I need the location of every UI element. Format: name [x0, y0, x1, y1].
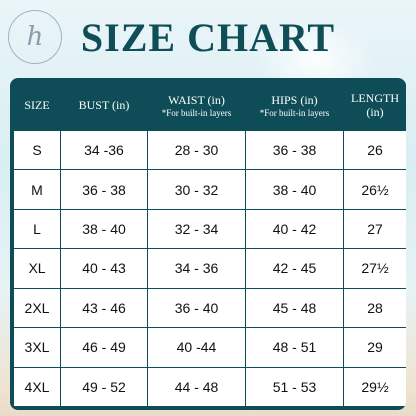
cell-waist: 28 - 30: [148, 131, 245, 170]
cell-bust: 43 - 46: [61, 288, 147, 328]
cell-waist: 40 -44: [148, 328, 245, 367]
size-chart-table: SIZE BUST (in) WAIST (in) *For built-in …: [10, 78, 406, 410]
header-length-label: LENGTH: [351, 91, 399, 106]
cell-hips: 40 - 42: [246, 209, 343, 249]
header-waist-note: *For built-in layers: [161, 107, 232, 118]
cell-size: S: [14, 131, 60, 170]
cell-size: 3XL: [14, 328, 60, 367]
cell-waist: 32 - 34: [148, 209, 245, 249]
header-waist: WAIST (in) *For built-in layers: [148, 82, 245, 130]
header-bust-label: BUST (in): [78, 98, 130, 113]
cell-bust: 38 - 40: [61, 209, 147, 249]
header-bust: BUST (in): [61, 82, 147, 130]
brand-logo: h: [8, 10, 62, 64]
logo-glyph: h: [26, 22, 44, 52]
cell-hips: 36 - 38: [246, 131, 343, 170]
header-length-unit: (in): [366, 105, 384, 119]
header-hips: HIPS (in) *For built-in layers: [246, 82, 343, 130]
cell-hips: 51 - 53: [246, 367, 343, 406]
cell-waist: 34 - 36: [148, 249, 245, 288]
cell-length: 26: [344, 131, 406, 170]
header-size-label: SIZE: [24, 98, 50, 113]
cell-bust: 49 - 52: [61, 367, 147, 406]
cell-hips: 42 - 45: [246, 249, 343, 288]
cell-bust: 40 - 43: [61, 249, 147, 288]
cell-hips: 45 - 48: [246, 288, 343, 328]
cell-length: 27: [344, 209, 406, 249]
cell-bust: 46 - 49: [61, 328, 147, 367]
cell-hips: 38 - 40: [246, 170, 343, 209]
cell-size: M: [14, 170, 60, 209]
header-waist-label: WAIST (in): [168, 92, 225, 107]
cell-size: 2XL: [14, 288, 60, 328]
cell-waist: 36 - 40: [148, 288, 245, 328]
cell-waist: 44 - 48: [148, 367, 245, 406]
cell-length: 26½: [344, 170, 406, 209]
cell-size: XL: [14, 249, 60, 288]
header-hips-label: HIPS (in): [271, 92, 318, 107]
cell-length: 28: [344, 288, 406, 328]
cell-bust: 34 -36: [61, 131, 147, 170]
cell-length: 29½: [344, 367, 406, 406]
header-size: SIZE: [14, 82, 60, 130]
cell-length: 27½: [344, 249, 406, 288]
cell-size: L: [14, 209, 60, 249]
page-title: SIZE CHART: [80, 15, 336, 60]
cell-length: 29: [344, 328, 406, 367]
cell-hips: 48 - 51: [246, 328, 343, 367]
cell-waist: 30 - 32: [148, 170, 245, 209]
cell-size: 4XL: [14, 367, 60, 406]
header-hips-note: *For built-in layers: [259, 107, 330, 118]
size-grid: SIZE BUST (in) WAIST (in) *For built-in …: [14, 82, 406, 406]
cell-bust: 36 - 38: [61, 170, 147, 209]
header-length: LENGTH (in): [344, 82, 406, 130]
